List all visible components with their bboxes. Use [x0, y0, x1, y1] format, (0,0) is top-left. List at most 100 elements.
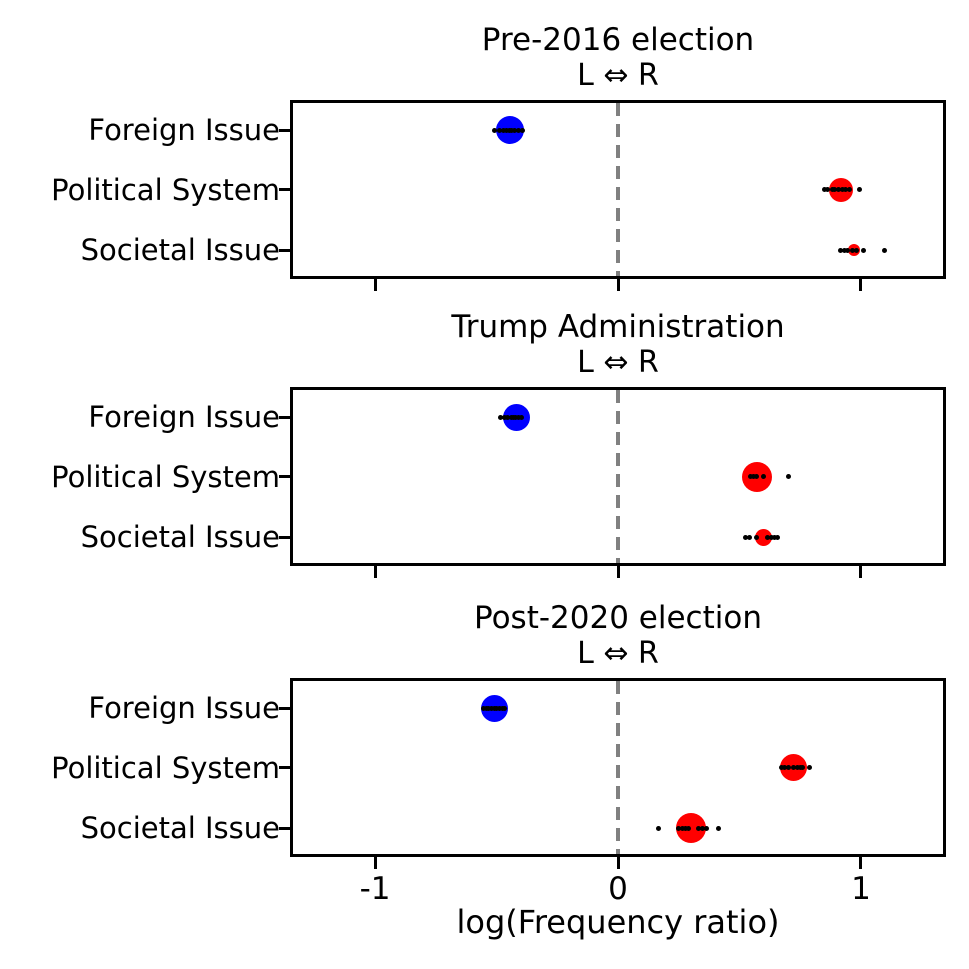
data-point: [753, 534, 759, 540]
data-point: [821, 187, 827, 192]
data-point: [747, 474, 753, 479]
data-point: [504, 127, 510, 133]
data-point: [509, 127, 515, 133]
y-tick-label-foreign-issue: Foreign Issue: [88, 400, 280, 435]
data-point: [676, 825, 682, 831]
y-tick-label-societal-issue: Societal Issue: [80, 233, 280, 268]
panel-1-subtitle: L ⇔ R: [577, 58, 659, 93]
data-point: [857, 187, 863, 192]
x-tick-0: [616, 857, 620, 869]
x-tick-0: [616, 279, 620, 291]
zero-reference-line: [616, 681, 620, 854]
y-tick-societal-issue: [279, 826, 290, 830]
data-point: [845, 247, 851, 253]
y-tick-label-foreign-issue: Foreign Issue: [88, 113, 280, 148]
zero-reference-line: [616, 390, 620, 563]
panel-1-title: Pre-2016 election: [481, 22, 755, 58]
x-tick-label--1: -1: [359, 871, 391, 907]
data-point: [696, 825, 702, 831]
panel-3-subtitle: L ⇔ R: [577, 636, 659, 671]
y-tick-label-political-system: Political System: [51, 750, 280, 785]
data-point: [854, 247, 860, 253]
data-point: [488, 705, 494, 711]
y-tick-societal-issue: [279, 535, 290, 539]
data-point: [861, 247, 867, 253]
y-tick-label-political-system: Political System: [51, 172, 280, 207]
data-point: [486, 705, 492, 711]
data-point: [849, 247, 855, 253]
data-point: [656, 825, 662, 831]
x-tick--1: [373, 279, 377, 291]
data-point: [520, 127, 526, 133]
x-tick--1: [373, 857, 377, 869]
bubble-societal-issue: [754, 528, 772, 546]
data-point: [838, 247, 844, 253]
panel-2-subtitle: L ⇔ R: [577, 345, 659, 380]
data-point: [703, 825, 709, 831]
x-tick-0: [616, 566, 620, 578]
data-point: [832, 187, 838, 192]
data-point: [881, 247, 887, 253]
data-point: [754, 474, 760, 479]
panel-2-title: Trump Administration: [451, 309, 785, 345]
data-point: [491, 705, 497, 711]
data-point: [496, 705, 502, 711]
y-tick-political-system: [279, 188, 290, 191]
y-tick-label-societal-issue: Societal Issue: [80, 520, 280, 555]
data-point: [825, 187, 831, 192]
panel-1-plot-area: [290, 100, 946, 279]
data-point: [500, 127, 506, 133]
data-point: [679, 825, 685, 831]
data-point: [498, 414, 504, 420]
data-point: [491, 127, 497, 133]
data-point: [504, 414, 510, 420]
y-tick-label-societal-issue: Societal Issue: [80, 811, 280, 846]
x-tick-1: [859, 279, 863, 291]
data-point: [518, 414, 524, 420]
data-point: [847, 187, 853, 192]
x-tick-label-1: 1: [851, 871, 871, 907]
zero-reference-line: [616, 103, 620, 276]
data-point: [774, 534, 780, 540]
data-point: [683, 825, 689, 831]
data-point: [782, 765, 788, 770]
data-point: [501, 414, 507, 420]
data-point: [751, 474, 757, 479]
data-point: [794, 765, 800, 770]
data-point: [516, 127, 522, 133]
y-tick-political-system: [279, 475, 290, 478]
x-axis-label: log(Frequency ratio): [456, 903, 780, 941]
y-tick-foreign-issue: [279, 706, 290, 710]
data-point: [840, 187, 846, 192]
data-point: [747, 534, 753, 540]
panel-3-title: Post-2020 election: [474, 600, 762, 636]
data-point: [760, 474, 766, 479]
data-point: [800, 765, 806, 770]
data-point: [483, 705, 489, 711]
y-tick-political-system: [279, 766, 290, 769]
y-tick-societal-issue: [279, 248, 290, 252]
data-point: [836, 187, 842, 192]
x-tick--1: [373, 566, 377, 578]
data-point: [771, 534, 777, 540]
y-tick-label-foreign-issue: Foreign Issue: [88, 691, 280, 726]
data-point: [685, 825, 691, 831]
y-tick-foreign-issue: [279, 415, 290, 419]
data-point: [515, 414, 521, 420]
data-point: [829, 187, 835, 192]
data-point: [497, 127, 503, 133]
data-point: [843, 187, 849, 192]
data-point: [699, 825, 705, 831]
data-point: [785, 765, 791, 770]
y-tick-label-political-system: Political System: [51, 459, 280, 494]
y-tick-foreign-issue: [279, 128, 290, 132]
data-point: [715, 825, 721, 831]
data-point: [785, 474, 791, 479]
x-tick-1: [859, 566, 863, 578]
data-point: [768, 534, 774, 540]
data-point: [494, 705, 500, 711]
data-point: [779, 765, 785, 770]
panel-2-plot-area: [290, 387, 946, 566]
data-point: [512, 127, 518, 133]
data-point: [841, 247, 847, 253]
